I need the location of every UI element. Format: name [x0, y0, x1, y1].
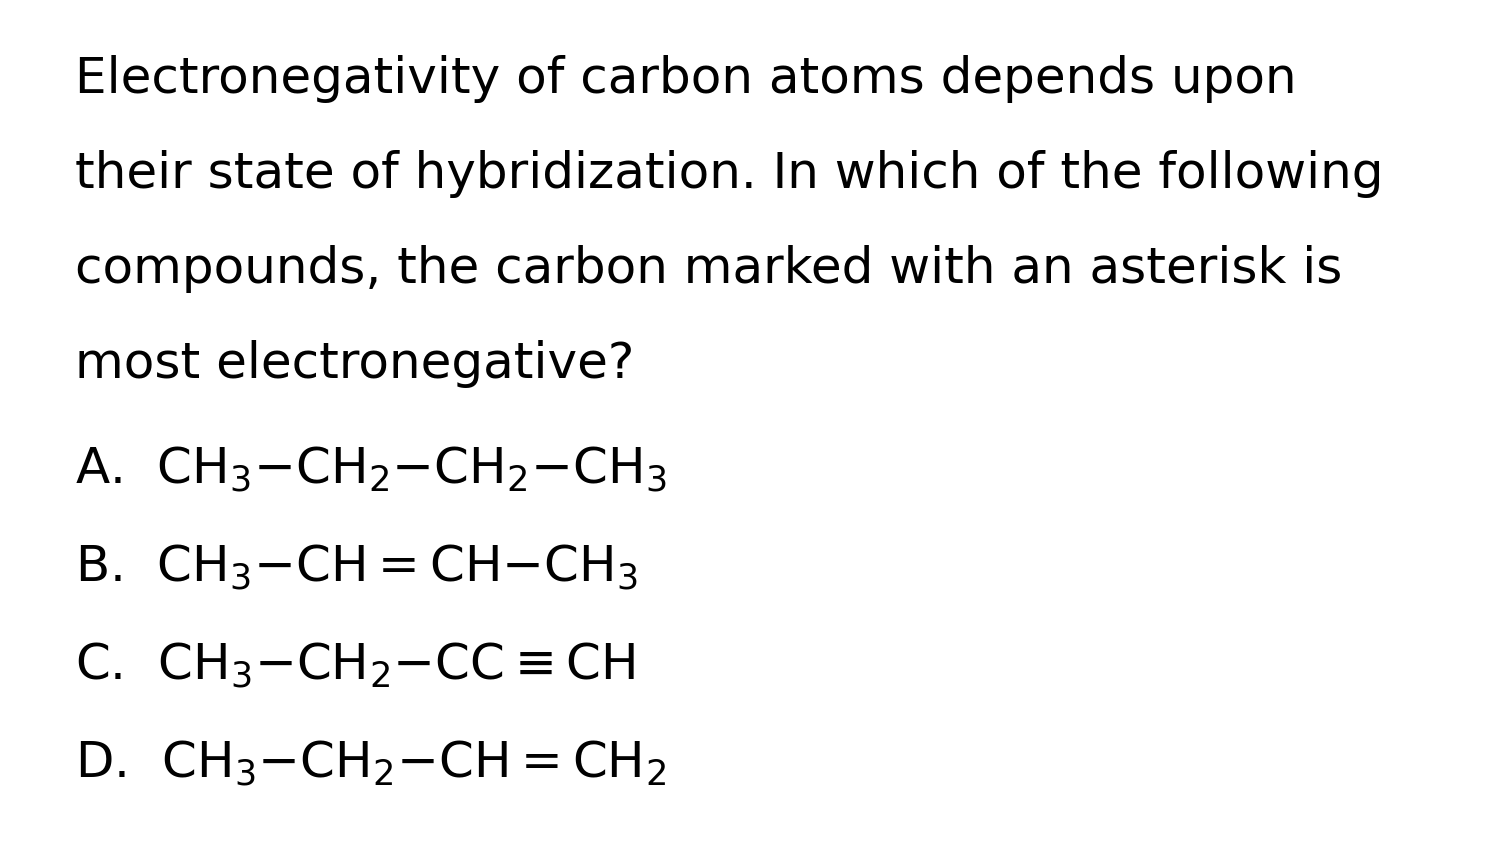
Text: A.  $\mathregular{CH_3{-}CH_2{-}CH_2{-}CH_3}$: A. $\mathregular{CH_3{-}CH_2{-}CH_2{-}CH…: [75, 445, 666, 494]
Text: B.  $\mathregular{CH_3{-}CH{=}CH{-}CH_3}$: B. $\mathregular{CH_3{-}CH{=}CH{-}CH_3}$: [75, 543, 638, 593]
Text: Electronegativity of carbon atoms depends upon: Electronegativity of carbon atoms depend…: [75, 55, 1296, 103]
Text: most electronegative?: most electronegative?: [75, 340, 634, 388]
Text: D.  $\mathregular{CH_3{-}CH_2{-}CH{=}CH_2}$: D. $\mathregular{CH_3{-}CH_2{-}CH{=}CH_2…: [75, 739, 666, 788]
Text: their state of hybridization. In which of the following: their state of hybridization. In which o…: [75, 150, 1383, 198]
Text: compounds, the carbon marked with an asterisk is: compounds, the carbon marked with an ast…: [75, 245, 1342, 293]
Text: C.  $\mathregular{CH_3{-}CH_2{-}CC{\equiv}CH}$: C. $\mathregular{CH_3{-}CH_2{-}CC{\equiv…: [75, 641, 636, 690]
